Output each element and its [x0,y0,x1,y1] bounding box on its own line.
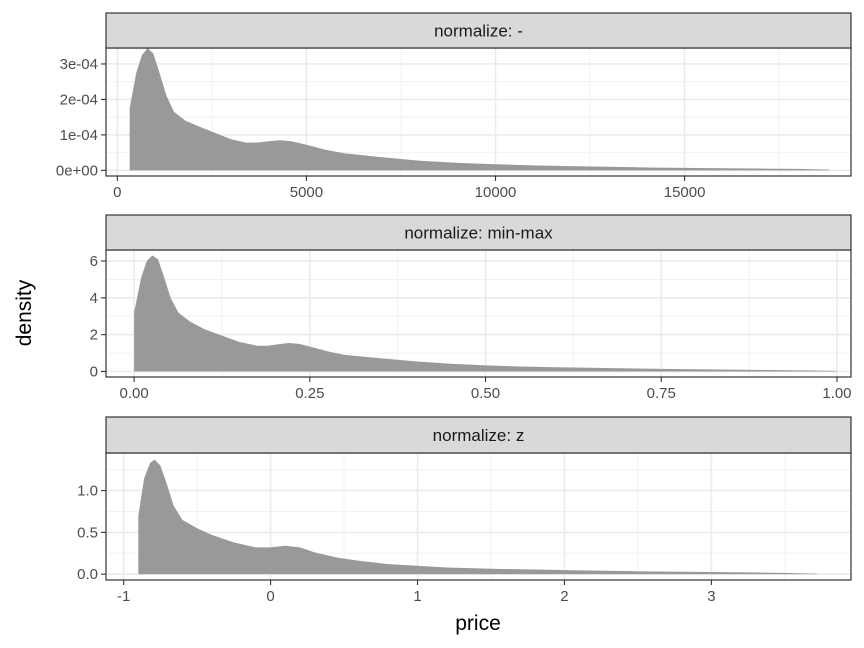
x-tick-label: 0.50 [471,385,500,402]
x-tick-label: 0 [266,588,274,605]
y-tick-label: 4 [90,290,98,307]
facet-strip [105,416,852,454]
y-tick-label: 0 [90,363,98,380]
y-tick-label: 0e+00 [56,162,98,179]
x-tick-label: 10000 [475,184,517,201]
facet-strip-label: normalize: z [433,426,525,445]
x-tick-label: 0.00 [120,385,149,402]
facet-panel: normalize: z -1 0 1 2 3 0.0 0.5 1.0 [77,416,852,605]
facet-panel: normalize: min-max 0.00 0.25 0.50 0.75 1.00 0 2… [90,214,852,402]
density-area [129,48,830,171]
chart-panels: normalize: - 0 5000 10000 15000 0e+00 1e-04 2e-… [56,12,852,605]
x-tick-label: -1 [117,588,130,605]
x-tick-label: 0.75 [647,385,676,402]
y-tick-label: 0.5 [77,524,98,541]
density-area [138,459,818,575]
y-tick-label: 0.0 [77,566,98,583]
density-area [134,255,837,372]
x-tick-label: 0.25 [295,385,324,402]
y-tick-label: 2e-04 [60,91,98,108]
x-tick-label: 1 [413,588,421,605]
x-tick-label: 1.00 [822,385,851,402]
y-tick-label: 2 [90,327,98,344]
facet-strip-label: normalize: - [434,22,523,41]
x-tick-label: 3 [707,588,715,605]
y-tick-label: 1e-04 [60,127,98,144]
y-tick-label: 3e-04 [60,56,98,73]
x-axis-title: price [455,612,501,635]
y-tick-label: 6 [90,253,98,270]
facet-strip-label: normalize: min-max [404,224,553,243]
facet-strip [105,214,852,251]
y-tick-label: 1.0 [77,483,98,500]
x-tick-label: 0 [113,184,121,201]
x-tick-label: 15000 [664,184,706,201]
y-axis-title: density [13,279,36,346]
x-tick-label: 5000 [290,184,323,201]
facet-panel: normalize: - 0 5000 10000 15000 0e+00 1e-04 2e-… [56,12,852,201]
facet-strip [105,12,852,49]
x-tick-label: 2 [560,588,568,605]
